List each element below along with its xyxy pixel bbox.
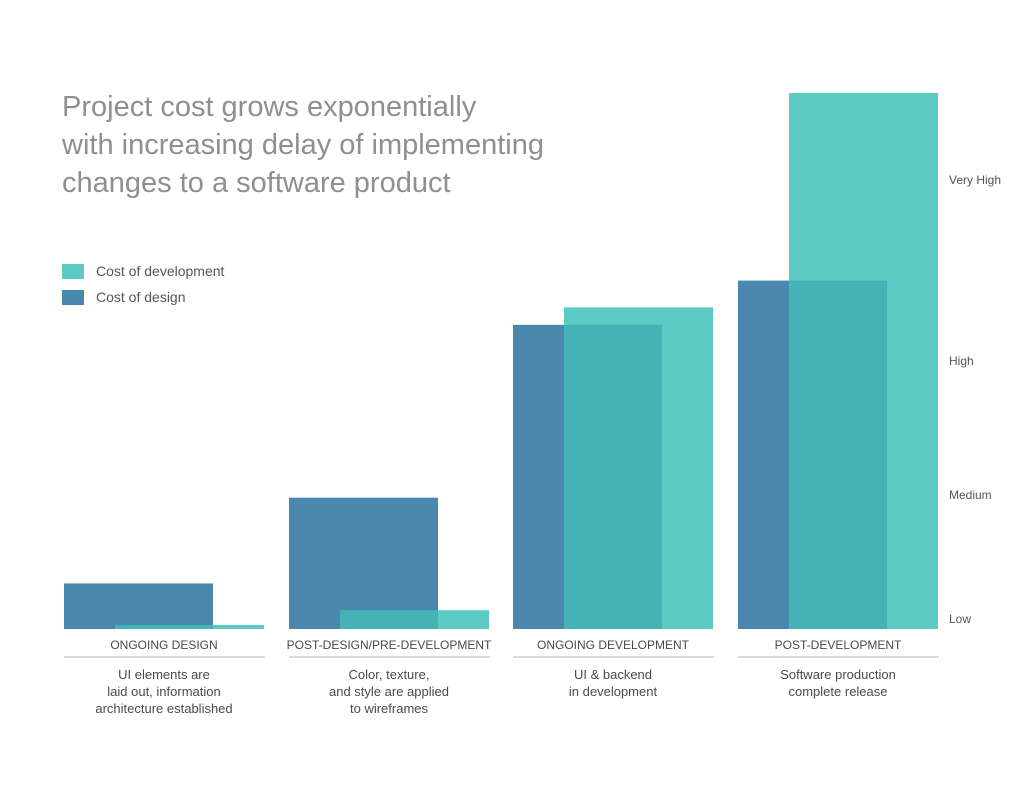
category-description-ongoing-design-line-1: UI elements are xyxy=(118,667,210,682)
category-description-post-development-line-1: Software production xyxy=(780,667,896,682)
category-description-ongoing-design-line-3: architecture established xyxy=(95,701,232,716)
bar-design-post-design-pre-development xyxy=(289,497,438,629)
bar-overlap-post-design-pre-development xyxy=(340,610,438,629)
category-label-ongoing-design: ONGOING DESIGN xyxy=(110,638,217,652)
y-tick-label-high: High xyxy=(949,354,974,368)
legend-item-development: Cost of development xyxy=(62,258,224,284)
legend: Cost of development Cost of design xyxy=(62,258,224,310)
category-description-post-development-line-2: complete release xyxy=(789,684,888,699)
y-tick-label-medium: Medium xyxy=(949,488,992,502)
category-description-ongoing-development-line-2: in development xyxy=(569,684,658,699)
chart-title-line-3: changes to a software product xyxy=(62,167,451,199)
legend-swatch-design xyxy=(62,289,84,305)
category-description-ongoing-development-line-1: UI & backend xyxy=(574,667,652,682)
category-label-post-design-pre-development: POST-DESIGN/PRE-DEVELOPMENT xyxy=(287,638,492,652)
y-tick-label-low: Low xyxy=(949,612,971,626)
bar-overlap-post-development xyxy=(789,280,887,629)
bar-overlap-ongoing-development xyxy=(564,324,662,629)
category-label-post-development: POST-DEVELOPMENT xyxy=(775,638,902,652)
y-tick-label-very-high: Very High xyxy=(949,173,1001,187)
category-description-ongoing-design-line-2: laid out, information xyxy=(107,684,220,699)
category-label-ongoing-development: ONGOING DEVELOPMENT xyxy=(537,638,690,652)
legend-label-design: Cost of design xyxy=(96,289,186,305)
category-description-post-design-pre-development-line-3: to wireframes xyxy=(350,701,429,716)
bar-design-ongoing-design xyxy=(64,583,213,629)
bar-overlap-ongoing-design xyxy=(115,624,213,629)
legend-swatch-development xyxy=(62,263,84,279)
chart-title-line-1: Project cost grows exponentially xyxy=(62,91,477,123)
category-description-post-design-pre-development-line-1: Color, texture, xyxy=(349,667,430,682)
chart-title-line-2: with increasing delay of implementing xyxy=(62,129,544,161)
category-description-post-design-pre-development-line-2: and style are applied xyxy=(329,684,449,699)
legend-label-development: Cost of development xyxy=(96,263,225,279)
chart-title: Project cost grows exponentially with in… xyxy=(62,88,662,202)
legend-item-design: Cost of design xyxy=(62,284,224,310)
